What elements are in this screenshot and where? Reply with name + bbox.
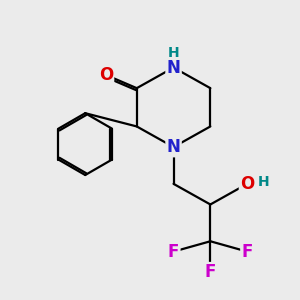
Text: F: F bbox=[242, 243, 253, 261]
Text: O: O bbox=[240, 175, 254, 193]
Text: F: F bbox=[205, 263, 216, 281]
Text: H: H bbox=[168, 46, 179, 60]
Text: F: F bbox=[168, 243, 179, 261]
Text: H: H bbox=[257, 176, 269, 189]
Text: O: O bbox=[99, 66, 113, 84]
Text: N: N bbox=[167, 58, 181, 76]
Text: N: N bbox=[167, 138, 181, 156]
